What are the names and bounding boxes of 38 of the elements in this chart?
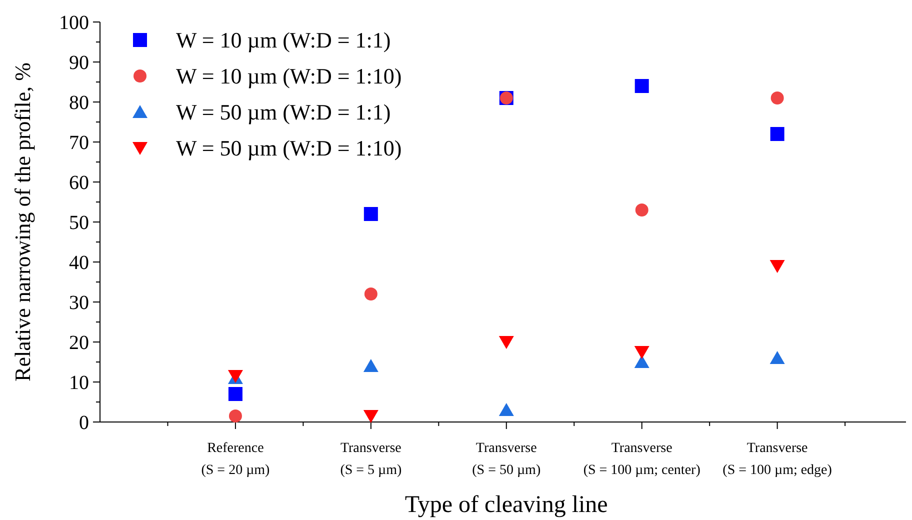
y-axis-title: Relative narrowing of the profile, % [10,62,35,382]
point [634,355,650,368]
point [228,410,242,422]
point [634,346,650,359]
legend-label: W = 10 µm (W:D = 1:10) [176,64,402,89]
point [228,387,242,401]
y-tick-label: 70 [69,132,89,154]
x-tick-label: Reference (S = 20 µm) [201,441,270,478]
point [770,351,785,364]
point [635,204,648,216]
x-tick-label: Transverse (S = 50 µm) [472,441,541,478]
x-tick-label: Transverse (S = 100 µm; edge) [722,441,832,478]
y-tick-label: 100 [59,12,89,34]
point [770,127,784,141]
point [363,359,378,372]
y-tick-label: 90 [69,52,89,74]
y-tick-label: 40 [69,252,89,274]
point [634,79,649,93]
x-axis-title: Type of cleaving line [404,492,608,518]
point [770,92,784,104]
y-tick-label: 20 [69,332,89,354]
y-tick-label: 60 [69,172,89,194]
legend-label: W = 50 µm (W:D = 1:1) [176,100,391,125]
x-tick-label: Transverse (S = 5 µm) [340,441,402,478]
point [364,288,378,300]
point [364,207,378,221]
y-tick-label: 50 [69,212,89,234]
legend-label: W = 50 µm (W:D = 1:10) [176,136,402,161]
y-tick-label: 10 [69,372,89,394]
y-tick-label: 0 [79,412,89,434]
point [498,336,514,349]
y-tick-label: 30 [69,292,89,314]
point [770,260,785,273]
y-tick-label: 80 [69,92,89,114]
x-tick-label: Transverse (S = 100 µm; center) [583,441,701,478]
legend-label: W = 10 µm (W:D = 1:1) [176,28,391,53]
point [498,403,514,416]
point [363,410,378,423]
